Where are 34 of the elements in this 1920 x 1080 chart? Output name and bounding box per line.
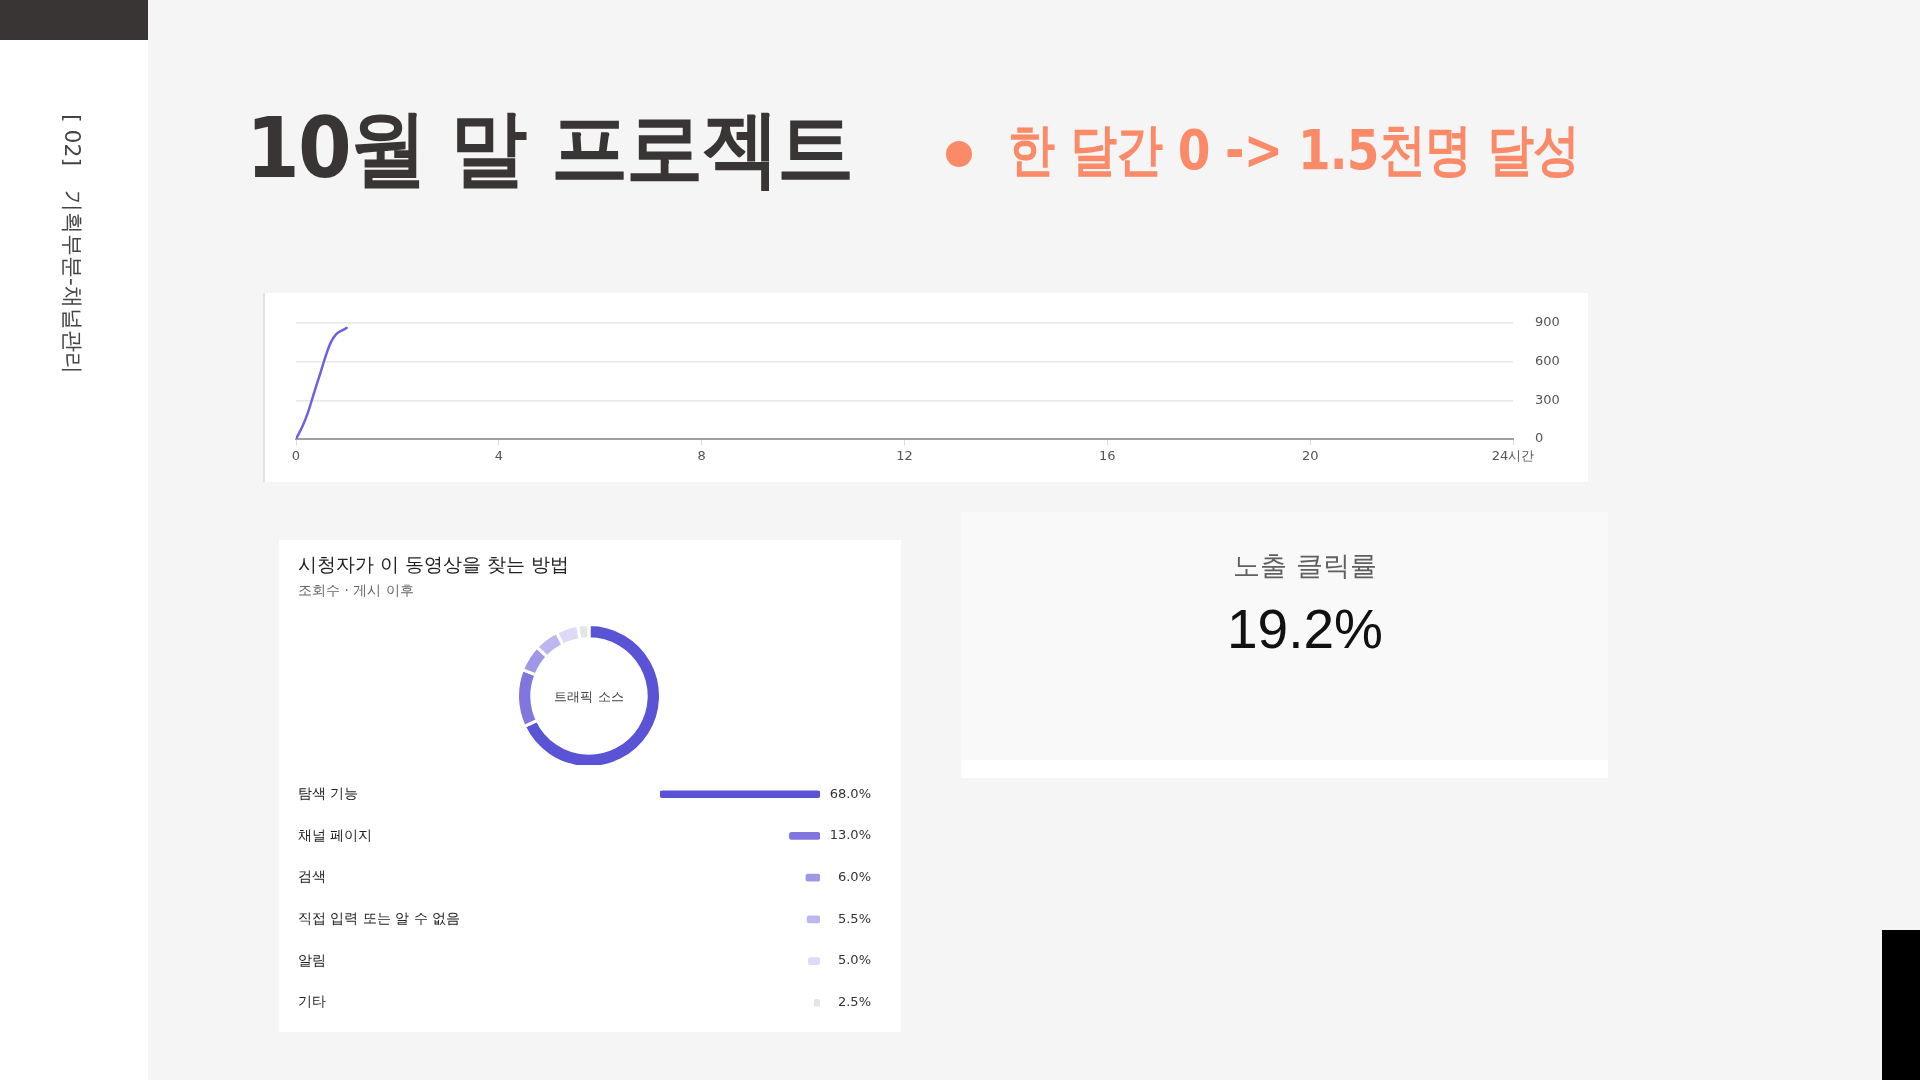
y-tick-label: 900 (1535, 314, 1560, 330)
chart-title: 10월 말 프로젝트 (246, 99, 853, 197)
data-label: 13.0% (829, 827, 871, 843)
y-tick-label: 기타 (298, 993, 326, 1010)
x-tick-label: 4 (494, 448, 503, 464)
x-tick-label: 24시간 (1491, 448, 1535, 464)
data-label: 6.0% (837, 869, 871, 885)
text: 트래픽 소스 (554, 688, 624, 704)
y-tick-label: 검색 (298, 868, 326, 885)
data-label: 2.5% (837, 994, 871, 1010)
y-tick-label: 알림 (298, 951, 326, 968)
bar (660, 790, 820, 799)
chart-subtitle: 한 달간 0 -> 1.5천명 달성 (1008, 117, 1580, 182)
text: 19.2% (1227, 597, 1383, 660)
y-tick-label: 탐색 기능 (298, 784, 359, 801)
y-tick-label: 600 (1535, 352, 1560, 368)
x-tick-label: 20 (1301, 448, 1319, 464)
x-tick-label: 12 (896, 448, 913, 464)
x-tick-label: 16 (1099, 448, 1116, 464)
y-tick-label: 300 (1535, 391, 1560, 407)
data-label: 5.5% (837, 910, 871, 926)
y-tick-label: 채널 페이지 (298, 826, 373, 843)
line-series (296, 326, 348, 439)
text: 노출 클릭률 (1233, 549, 1377, 581)
bar (789, 832, 820, 840)
data-label: 68.0% (829, 785, 871, 801)
text: 조회수 · 게시 이후 (298, 582, 414, 598)
data-label: 5.0% (837, 952, 871, 968)
text: [ 02] (60, 114, 85, 167)
y-tick-label: 직접 입력 또는 알 수 없음 (298, 909, 461, 926)
y-tick-label: 0 (1535, 430, 1544, 446)
x-tick-label: 8 (697, 448, 706, 464)
text: 기획부분-채널관리 (60, 190, 85, 374)
chart-title: 시청자가 이 동영상을 찾는 방법 (298, 553, 570, 575)
